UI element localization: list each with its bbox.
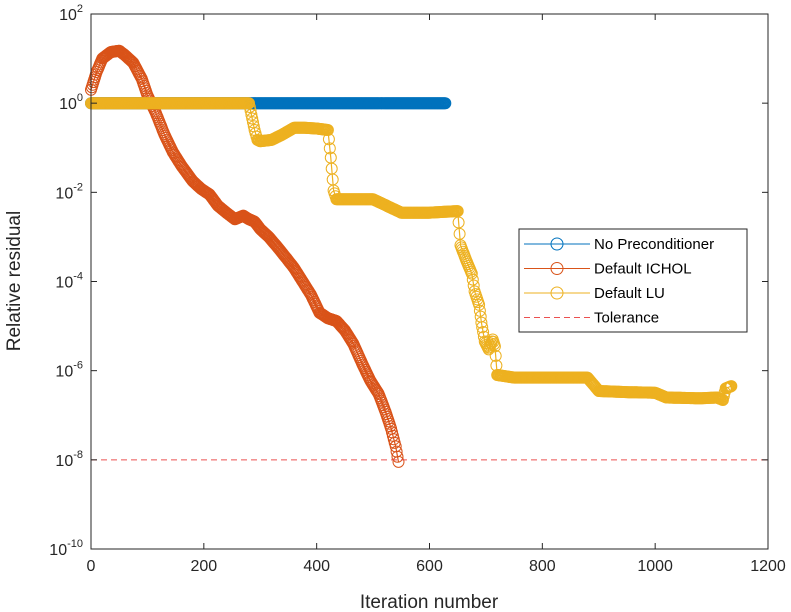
data-point	[473, 298, 486, 311]
x-axis-title: Iteration number	[360, 592, 499, 612]
series-layer	[85, 44, 768, 468]
data-point	[321, 124, 334, 136]
legend-swatch-marker	[550, 237, 564, 251]
legend-swatch-marker	[550, 262, 564, 275]
data-point	[134, 69, 147, 82]
y-tick-base: 10	[59, 7, 77, 24]
legend-label: Default ICHOL	[594, 261, 692, 278]
x-tick-label: 1200	[750, 558, 786, 575]
y-tick-base: 10	[55, 185, 73, 202]
legend-label: No Preconditioner	[594, 236, 714, 253]
tick-labels: 0 200 400 600 800 1000 120010210010-210-410-61…	[49, 3, 786, 575]
y-tick-label: 10-8	[55, 449, 83, 470]
y-tick-label: 10-4	[55, 271, 83, 292]
data-point	[323, 142, 336, 155]
y-tick-label: 10-2	[55, 181, 83, 202]
data-point	[466, 273, 479, 286]
x-tick-label: 200	[190, 558, 217, 575]
y-tick-base: 10	[55, 453, 73, 470]
y-tick-exponent: -4	[73, 271, 83, 283]
x-tick-label: 400	[303, 558, 330, 575]
data-point	[488, 340, 501, 353]
data-point	[246, 112, 259, 125]
data-point	[476, 321, 489, 334]
data-point	[322, 133, 335, 146]
x-tick-label: 1000	[637, 558, 673, 575]
legend-swatch-marker	[550, 286, 564, 300]
y-tick-base: 10	[49, 542, 67, 559]
legend-label: Tolerance	[594, 310, 659, 327]
data-point	[247, 116, 259, 129]
y-tick-label: 10-6	[55, 360, 83, 381]
y-tick-base: 10	[59, 96, 77, 113]
data-point	[475, 316, 488, 329]
data-point	[465, 267, 478, 280]
axis-ticks	[90, 13, 769, 550]
data-point	[439, 97, 452, 110]
x-tick-label: 0	[87, 558, 96, 575]
data-point	[467, 279, 480, 292]
y-tick-base: 10	[55, 364, 73, 381]
legend-label: Default LU	[594, 285, 665, 302]
data-point	[243, 97, 255, 110]
y-tick-exponent: -6	[73, 360, 83, 372]
series-default-lu	[85, 97, 738, 406]
data-point	[243, 101, 256, 113]
data-point	[391, 450, 404, 463]
x-tick-label: 600	[416, 558, 443, 575]
data-point	[344, 333, 357, 346]
data-point	[725, 380, 738, 393]
data-point	[302, 284, 315, 297]
y-tick-label: 100	[59, 92, 83, 113]
data-point	[244, 104, 257, 117]
y-tick-exponent: -10	[67, 538, 83, 550]
y-tick-base: 10	[55, 275, 73, 292]
data-point	[489, 349, 502, 362]
legend: No Preconditioner Default ICHOL Default LU…	[518, 228, 748, 333]
x-tick-label: 800	[529, 558, 556, 575]
data-point	[716, 394, 729, 406]
y-tick-exponent: 2	[77, 3, 83, 15]
data-point	[473, 304, 486, 317]
y-tick-label: 10-10	[49, 538, 83, 559]
y-tick-exponent: 0	[77, 92, 83, 104]
y-tick-exponent: -8	[73, 449, 83, 461]
y-tick-exponent: -2	[73, 181, 83, 193]
data-point	[392, 455, 405, 468]
y-axis-title: Relative residual	[4, 211, 25, 351]
data-point	[477, 326, 490, 338]
y-tick-label: 102	[59, 3, 83, 24]
data-point	[245, 108, 258, 121]
legend-box	[518, 228, 748, 333]
